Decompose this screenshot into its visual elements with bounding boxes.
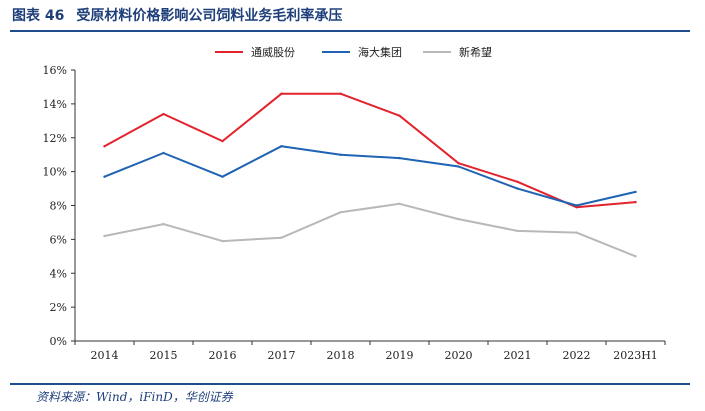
y-tick-label: 16% <box>43 64 67 77</box>
data-point <box>339 211 342 214</box>
y-tick-label: 10% <box>43 166 67 179</box>
y-tick-label: 8% <box>50 200 67 213</box>
data-point <box>103 234 106 238</box>
data-point <box>634 200 637 204</box>
y-tick-label: 2% <box>50 301 67 314</box>
series-line-1 <box>103 145 637 207</box>
data-point <box>162 222 165 226</box>
x-tick-label: 2016 <box>209 349 237 362</box>
data-point <box>221 239 224 243</box>
y-tick-label: 12% <box>43 132 67 145</box>
data-point <box>339 153 342 156</box>
data-point <box>398 156 401 160</box>
x-tick-label: 2020 <box>445 349 473 362</box>
x-tick-label: 2023H1 <box>613 349 658 362</box>
legend-label: 通威股份 <box>251 46 295 59</box>
figure-title: 图表 46 受原材料价格影响公司饲料业务毛利率承压 <box>12 5 354 25</box>
series-lines <box>103 92 637 258</box>
data-point <box>103 145 106 148</box>
data-point <box>634 190 637 194</box>
data-point <box>280 92 283 95</box>
x-tick-label: 2019 <box>386 349 414 362</box>
x-tick-label: 2022 <box>563 349 591 362</box>
data-point <box>457 217 460 221</box>
data-point <box>516 180 519 183</box>
series-line-0 <box>103 92 637 209</box>
data-point <box>575 204 578 207</box>
axes: 0% 2% 4% 6% 8% 10% 12% 14% 16% 2014 2015 2016 2017 20… <box>43 64 666 362</box>
x-tick-label: 2017 <box>268 349 296 362</box>
title-rule <box>10 30 690 32</box>
data-point <box>634 255 637 258</box>
data-point <box>221 139 224 143</box>
x-tick-label: 2021 <box>504 349 532 362</box>
data-point <box>457 161 460 165</box>
data-point <box>575 231 578 234</box>
y-tick-label: 0% <box>50 335 67 348</box>
y-tick-label: 4% <box>50 267 67 280</box>
data-point <box>457 165 460 168</box>
legend-label: 新希望 <box>459 45 492 59</box>
data-point <box>575 205 578 209</box>
y-tick-label: 14% <box>43 98 67 111</box>
data-point <box>398 114 401 117</box>
figure-number: 图表 46 <box>12 8 65 24</box>
series-line-2 <box>103 202 637 258</box>
data-point <box>103 175 106 178</box>
x-tick-label: 2015 <box>150 349 178 362</box>
data-point <box>398 202 401 206</box>
data-point <box>339 92 342 95</box>
legend: 通威股份 海大集团 新希望 <box>215 45 492 59</box>
source-rule <box>10 383 690 385</box>
x-tick-label: 2014 <box>91 349 119 362</box>
x-tick-label: 2018 <box>327 349 355 362</box>
y-tick-label: 6% <box>50 233 67 246</box>
data-point <box>162 112 165 116</box>
data-point <box>280 145 283 148</box>
data-point <box>162 151 165 155</box>
data-point <box>516 187 519 190</box>
data-point <box>516 229 519 233</box>
figure-title-text: 受原材料价格影响公司饲料业务毛利率承压 <box>76 8 343 24</box>
data-point <box>221 175 224 178</box>
legend-label: 海大集团 <box>358 45 402 59</box>
source-note: 资料来源：Wind，iFinD，华创证券 <box>36 390 233 404</box>
data-point <box>280 236 283 239</box>
